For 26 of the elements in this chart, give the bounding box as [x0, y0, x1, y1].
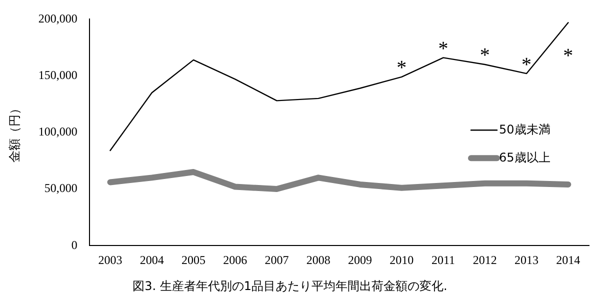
legend-label: 65歳以上 [499, 150, 550, 164]
x-tick-label: 2012 [472, 252, 497, 267]
annotation: * [438, 38, 448, 60]
y-tick-label: 0 [71, 238, 78, 252]
annotation: * [563, 44, 574, 67]
x-tick-label: 2003 [98, 252, 122, 267]
x-tick-label: 2005 [181, 252, 206, 267]
x-tick-label: 2008 [306, 252, 330, 267]
y-tick-label: 50,000 [44, 181, 78, 196]
x-tick-label: 2011 [432, 252, 456, 267]
y-tick-label: 100,000 [38, 124, 78, 139]
caption: 図3. 生産者年代別の1品目あたり平均年間出荷金額の変化. [132, 279, 448, 294]
x-tick-label: 2014 [556, 252, 580, 267]
x-tick-label: 2006 [223, 252, 248, 267]
y-tick-label: 150,000 [38, 68, 78, 82]
x-tick-label: 2004 [140, 252, 164, 267]
x-tick-label: 2013 [514, 252, 539, 267]
x-tick-label: 2009 [348, 252, 372, 267]
legend-label: 50歳未満 [499, 122, 550, 136]
y-axis-title: 金額（円） [7, 102, 22, 162]
x-tick-label: 2010 [390, 252, 414, 267]
annotation: * [522, 54, 532, 76]
annotation: * [396, 57, 407, 80]
x-tick-label: 2007 [264, 252, 289, 267]
y-tick-label: 200,000 [38, 11, 78, 26]
annotation: * [480, 44, 490, 67]
